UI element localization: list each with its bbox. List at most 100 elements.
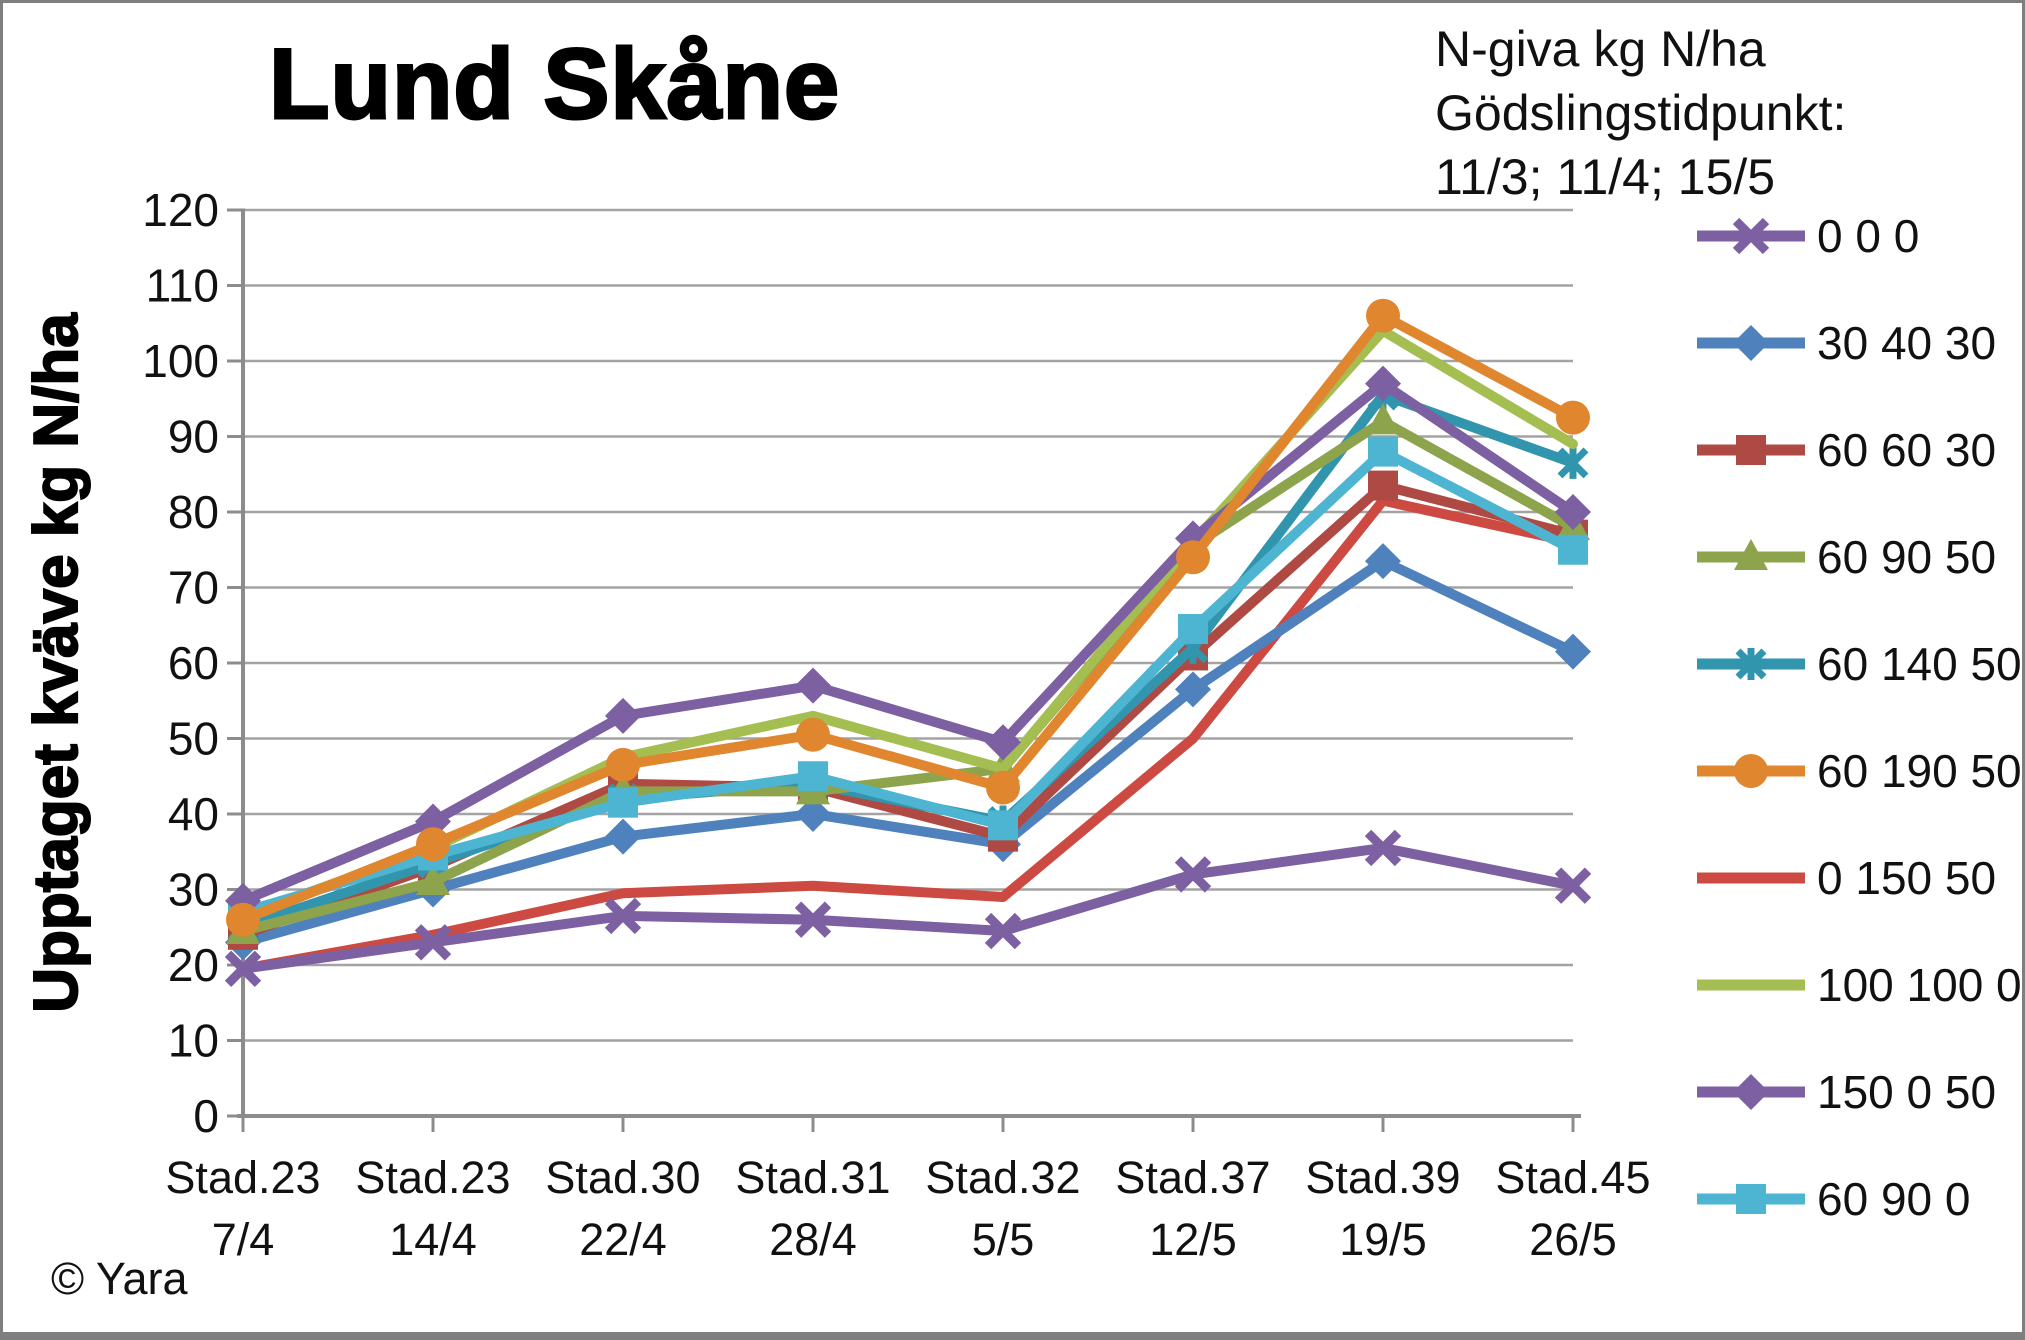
x-tick-label-date: 26/5 (1529, 1214, 1617, 1265)
x-tick-label-stage: Stad.31 (735, 1152, 890, 1203)
series-marker (224, 950, 262, 987)
x-tick-label-stage: Stad.45 (1495, 1152, 1650, 1203)
series-marker (1176, 540, 1210, 575)
legend-key-icon (1697, 1073, 1805, 1110)
series-marker (986, 770, 1020, 805)
legend-item-label: 60 90 0 (1817, 1172, 1971, 1225)
series-marker (1364, 829, 1402, 867)
y-tick-label: 50 (168, 713, 219, 765)
series-marker (226, 902, 260, 937)
series-60-190-50 (226, 298, 1590, 937)
series-marker (416, 863, 450, 895)
series-line (238, 495, 1578, 974)
legend-item-label: 0 150 50 (1817, 851, 1997, 904)
x-tick-label-date: 14/4 (389, 1214, 477, 1265)
legend-item-label: 30 40 30 (1817, 316, 1997, 369)
series-marker (1175, 671, 1211, 708)
legend-header-line1: N-giva kg N/ha (1435, 21, 1766, 77)
legend-key-icon (1697, 979, 1805, 990)
chart-legend: 0 0 0 30 40 30 60 60 30 60 90 50 60 140 50 60… (1695, 182, 2022, 1252)
x-tick-label-stage: Stad.39 (1305, 1152, 1460, 1203)
legend-item-label: 60 90 50 (1817, 530, 1997, 583)
legend-header-line2: Gödslingstidpunkt: (1435, 85, 1847, 141)
y-tick-label: 40 (168, 788, 219, 840)
y-tick-label: 30 (168, 864, 219, 916)
series-marker (1558, 534, 1588, 565)
chart-plot-area: 0 10 20 30 40 50 60 70 80 90 100 110 120 Stad.23 7/4 St… (21, 184, 1651, 1265)
legend-item-60-90-50: 60 90 50 (1695, 503, 2022, 610)
y-tick-label: 20 (168, 939, 219, 991)
series-line (238, 310, 1578, 925)
legend-key-icon (1697, 753, 1805, 788)
x-tick-label-date: 12/5 (1149, 1214, 1237, 1265)
y-axis-title: Upptaget kväve kg N/ha (22, 313, 91, 1013)
series-marker (608, 787, 638, 818)
legend-key-icon (1697, 217, 1805, 254)
y-tick-label: 10 (168, 1015, 219, 1067)
x-tick-label-stage: Stad.32 (925, 1152, 1080, 1203)
series-marker (416, 827, 450, 862)
series-marker (605, 697, 641, 734)
series-marker (1366, 403, 1400, 435)
y-tick-label: 0 (193, 1090, 219, 1142)
x-tick-label-date: 28/4 (769, 1214, 857, 1265)
series-marker (1368, 470, 1398, 501)
y-tick-label: 90 (168, 411, 219, 463)
legend-item-0-0-0: 0 0 0 (1695, 182, 2022, 289)
legend-key-icon (1697, 538, 1805, 570)
x-tick-label-date: 22/4 (579, 1214, 667, 1265)
series-marker (1555, 494, 1591, 530)
series-marker (414, 924, 452, 961)
series-marker (794, 901, 832, 938)
legend-key-marker (1732, 217, 1770, 254)
series-0-150-50 (238, 495, 1578, 974)
x-tick-label-stage: Stad.30 (545, 1152, 700, 1203)
series-marker (1178, 614, 1208, 645)
series-30-40-30 (225, 543, 1591, 961)
x-tick-label-date: 5/5 (972, 1214, 1035, 1265)
legend-item-label: 100 100 0 (1817, 958, 2022, 1011)
series-line (238, 842, 1578, 974)
series-marker (795, 667, 831, 704)
series-marker (984, 912, 1022, 950)
series-marker (1368, 436, 1398, 467)
legend-key-marker (1734, 753, 1768, 788)
y-tick-label: 60 (168, 637, 219, 689)
legend-key-icon (1697, 434, 1805, 465)
legend-item-60-190-50: 60 190 50 (1695, 717, 2022, 824)
series-line (238, 416, 1578, 937)
series-marker (796, 717, 830, 752)
legend-item-60-140-50: 60 140 50 (1695, 610, 2022, 717)
legend-key-marker (1733, 1073, 1769, 1110)
y-tick-label: 100 (142, 335, 219, 387)
x-tick-label-stage: Stad.23 (165, 1152, 320, 1203)
series-marker (604, 897, 642, 935)
y-tick-label: 80 (168, 486, 219, 538)
x-tick-label-date: 7/4 (212, 1214, 275, 1265)
legend-item-label: 60 190 50 (1817, 744, 2022, 797)
legend-key-icon (1697, 324, 1805, 361)
legend-item-label: 60 60 30 (1817, 423, 1997, 476)
series-marker (988, 810, 1018, 841)
legend-item-label: 60 140 50 (1817, 637, 2022, 690)
legend-item-60-60-30: 60 60 30 (1695, 396, 2022, 503)
x-tick-label-stage: Stad.23 (355, 1152, 510, 1203)
chart-title: Lund Skåne (267, 27, 841, 141)
series-marker (1366, 298, 1400, 333)
series-marker (985, 724, 1021, 761)
legend-item-30-40-30: 30 40 30 (1695, 289, 2022, 396)
legend-key-marker (1734, 538, 1768, 570)
legend-header-line3: 11/3; 11/4; 15/5 (1435, 149, 1776, 205)
legend-item-0-150-50: 0 150 50 (1695, 824, 2022, 931)
series-marker (1174, 856, 1212, 893)
legend-key-marker (1736, 434, 1766, 465)
legend-key-icon (1697, 1183, 1805, 1214)
copyright-label: © Yara (51, 1253, 188, 1304)
y-tick-label: 120 (142, 184, 219, 236)
y-tick-label: 70 (168, 562, 219, 614)
series-marker (798, 761, 828, 792)
x-tick-label-stage: Stad.37 (1115, 1152, 1270, 1203)
series-marker (606, 747, 640, 782)
legend-item-150-0-50: 150 0 50 (1695, 1038, 2022, 1145)
